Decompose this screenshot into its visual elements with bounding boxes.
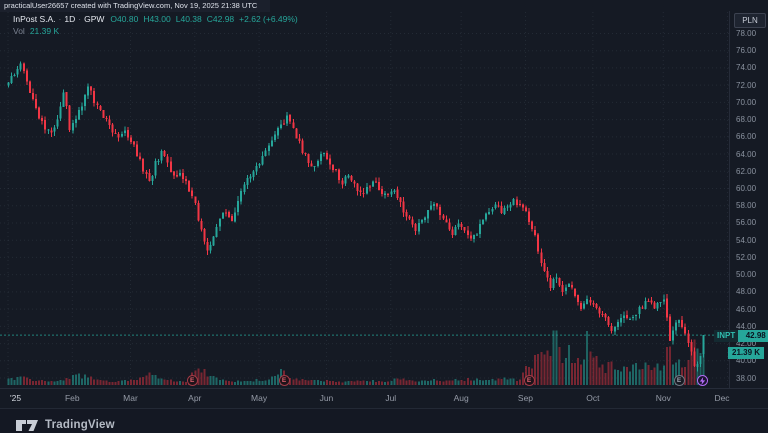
price-tick-label: 56.00 <box>736 218 757 228</box>
currency-box[interactable]: PLN <box>734 13 766 28</box>
price-tick-label: 66.00 <box>736 132 757 142</box>
price-tick-label: 60.00 <box>736 184 757 193</box>
price-tick-label: 48.00 <box>736 287 757 297</box>
price-tick-label: 44.00 <box>736 321 757 331</box>
price-tick-label: 38.00 <box>736 373 757 383</box>
time-tick-label: Oct <box>586 393 600 403</box>
price-tick-label: 74.00 <box>736 63 757 73</box>
interval-label[interactable]: 1D <box>64 14 76 24</box>
time-tick-label: Sep <box>517 393 534 403</box>
ohlc-values: O40.80 H43.00 L40.38 C42.98 +2.62 (+6.49%) <box>110 14 298 24</box>
symbol-legend: InPost S.A. · 1D · GPW O40.80 H43.00 L40.38 C42.… <box>13 14 303 24</box>
tradingview-logo-icon <box>16 420 38 431</box>
volume-series <box>7 330 705 385</box>
volume-value: 21.39 K <box>29 26 60 36</box>
time-tick-label: May <box>251 393 268 403</box>
price-badge-symbol: INPT <box>714 330 739 342</box>
tradingview-wordmark: TradingView <box>45 419 115 431</box>
price-tick-label: 50.00 <box>736 270 757 280</box>
time-tick-label: '25 <box>10 393 22 403</box>
price-tick-label: 68.00 <box>736 115 757 125</box>
time-tick-label: Jun <box>319 393 334 403</box>
time-tick-label: Feb <box>64 393 80 403</box>
price-tick-label: 70.00 <box>736 97 757 107</box>
time-tick-label: Nov <box>655 393 671 403</box>
price-tick-label: 46.00 <box>736 304 757 314</box>
footer-bar: TradingView <box>0 408 768 433</box>
time-tick-label: Dec <box>714 393 730 403</box>
price-tick-label: 76.00 <box>736 46 757 56</box>
earnings-marker-icon[interactable]: E <box>523 375 535 386</box>
change-value: +2.62 (+6.49%) <box>239 14 298 24</box>
exchange-label: GPW <box>84 14 105 24</box>
price-tick-label: 78.00 <box>736 28 757 38</box>
earnings-marker-icon[interactable]: E <box>186 375 198 386</box>
time-tick-label: Mar <box>123 393 138 403</box>
price-tick-label: 52.00 <box>736 252 757 262</box>
legend-separator: · <box>58 14 62 24</box>
symbol-name[interactable]: InPost S.A. <box>13 14 56 24</box>
time-tick-label: Apr <box>188 393 202 403</box>
volume-legend: Vol 21.39 K <box>13 26 59 36</box>
time-tick-label: Aug <box>453 393 469 403</box>
last-price-badge: INPT 42.98 <box>714 330 768 342</box>
earnings-marker-icon[interactable]: E <box>278 375 290 386</box>
legend-separator: · <box>78 14 82 24</box>
price-tick-label: 72.00 <box>736 80 757 90</box>
price-badge-value: 42.98 <box>738 330 768 342</box>
price-tick-label: 40.00 <box>736 356 757 366</box>
attribution-text: practicalUser26657 created with TradingV… <box>0 0 270 12</box>
price-tick-label: 62.00 <box>736 166 757 176</box>
earnings-marker-icon[interactable]: E <box>673 375 685 386</box>
price-tick-label: 54.00 <box>736 235 757 245</box>
time-tick-label: Jul <box>385 393 397 403</box>
volume-label: Vol <box>13 26 25 36</box>
price-tick-label: 42.00 <box>736 339 757 349</box>
price-tick-label: 58.00 <box>736 201 757 211</box>
candlestick-series <box>7 61 705 372</box>
last-volume-badge: 21.39 K <box>728 347 765 359</box>
grid <box>0 12 729 388</box>
tradingview-logo[interactable]: TradingView <box>14 414 115 433</box>
price-tick-label: 64.00 <box>736 149 757 159</box>
event-bolt-marker-icon[interactable] <box>696 375 708 386</box>
